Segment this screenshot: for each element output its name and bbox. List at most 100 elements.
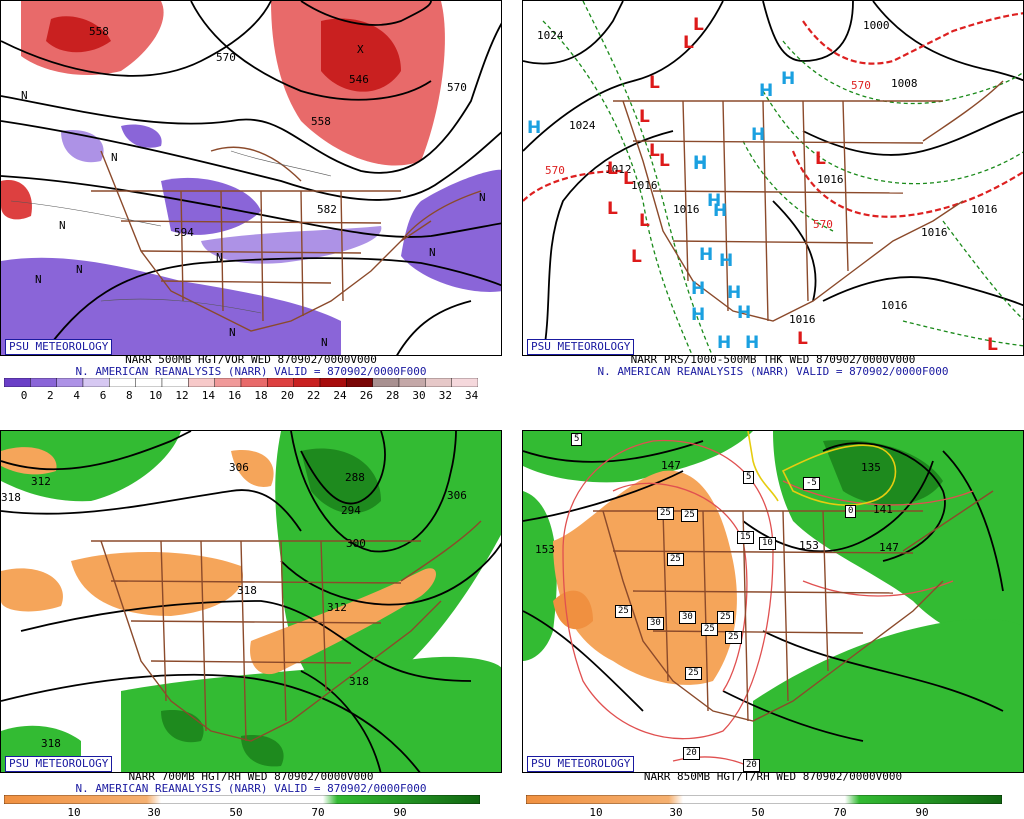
colorbar-swatch [30, 378, 57, 387]
colorbar-tick: 28 [386, 389, 400, 402]
contour-label: 135 [861, 461, 881, 474]
neg-vort-central [161, 177, 261, 235]
high-pressure-marker: H [693, 153, 708, 173]
colorbar-tick: 22 [307, 389, 321, 402]
rh-dry-west [1, 568, 63, 612]
high-pressure-marker: H [693, 154, 708, 174]
colorbar-tick: 20 [280, 389, 294, 402]
colorbar-swatch [82, 378, 110, 387]
colorbar-rh [4, 795, 480, 804]
contour-label: N [35, 273, 42, 286]
colorbar-tick: 6 [99, 389, 107, 402]
contour-label: 1016 [673, 203, 700, 216]
colorbar-swatch [188, 378, 215, 387]
contour-label: 306 [229, 461, 249, 474]
rh-moist-core [301, 448, 381, 514]
colorbar-tick: 50 [229, 806, 243, 819]
temperature-box-label: 25 [681, 509, 698, 522]
low-pressure-marker: L [659, 151, 670, 171]
contour-label: N [429, 246, 436, 259]
map-500mb: 558 546 570 558 570 582 594 N N N N N N N N N N X PSU MET… [0, 0, 502, 356]
contour-label: N [76, 263, 83, 276]
low-pressure-marker: L [797, 329, 808, 349]
colorbar-rh-swatches [4, 795, 480, 804]
rh-moist-core-south2 [241, 735, 284, 767]
colorbar-tick: 34 [465, 389, 479, 402]
map-pressure: 1024 1024 1000 1008 1016 1016 1016 1016 1016 1016… [522, 0, 1024, 356]
colorbar-swatch [240, 378, 268, 387]
rh-dry-band [250, 568, 436, 675]
colorbar-tick: 2 [47, 389, 54, 402]
panel-subtitle: N. AMERICAN REANALYSIS (NARR) VALID = 87… [75, 365, 427, 378]
temperature-box-label: 25 [725, 631, 742, 644]
contour-label: 1024 [537, 29, 564, 42]
neg-vort-coast [121, 124, 162, 148]
contour-label: 147 [661, 459, 681, 472]
colorbar-tick: 12 [175, 389, 189, 402]
panel-title: NARR 500MB HGT/VOR WED 870902/0000V000 [125, 353, 377, 366]
neg-vort-band [201, 226, 382, 264]
colorbar-tick: 50 [751, 806, 765, 819]
rh-moist-core [823, 440, 943, 505]
low-pressure-marker: L [683, 33, 694, 53]
panel-500mb-vorticity: 558 546 570 558 570 582 594 N N N N N N N N N N X PSU MET… [0, 0, 502, 404]
high-pressure-marker: H [727, 283, 742, 303]
high-pressure-marker: H [759, 81, 774, 101]
colorbar-swatch [451, 378, 478, 387]
high-pressure-marker: H [751, 125, 766, 145]
colorbar-tick: 30 [669, 806, 683, 819]
high-pressure-marker: H [691, 279, 706, 299]
contour-label: 153 [799, 539, 819, 552]
contour-label: 1016 [817, 173, 844, 186]
temperature-box-label: 25 [657, 507, 674, 520]
rh-moist-west [523, 491, 557, 661]
colorbar-swatch [109, 378, 136, 387]
temperature-box-label: -5 [803, 477, 820, 490]
neg-vort-east [401, 169, 501, 292]
contour-label: 318 [237, 584, 257, 597]
low-pressure-marker: L [649, 141, 660, 161]
contour-label: 558 [311, 115, 331, 128]
credit-badge: PSU METEOROLOGY [5, 756, 113, 772]
vorticity-edge-west [1, 180, 32, 220]
vorticity-core-northwest [46, 16, 111, 53]
colorbar-tick: 90 [915, 806, 929, 819]
colorbar-tick: 14 [201, 389, 215, 402]
contour-label: 147 [879, 541, 899, 554]
contour-label: N [216, 251, 223, 264]
contour-label: 1016 [881, 299, 908, 312]
contour-label: N [111, 151, 118, 164]
map-850mb: 147 153 153 135 141 147 5 5 25 25 25 15 10 25 30 30 25 25… [522, 430, 1024, 773]
panel-850mb-temp-rh: 147 153 153 135 141 147 5 5 25 25 25 15 10 25 30 30 25 25… [522, 430, 1024, 819]
colorbar-tick: 10 [589, 806, 603, 819]
colorbar-tick: 10 [149, 389, 163, 402]
colorbar-tick: 16 [228, 389, 242, 402]
temperature-box-label: 20 [683, 747, 700, 760]
isobars [523, 1, 1023, 355]
temperature-box-label: 15 [737, 531, 754, 544]
credit-badge: PSU METEOROLOGY [5, 339, 113, 355]
credit-badge: PSU METEOROLOGY [527, 339, 635, 355]
low-pressure-marker: L [631, 247, 642, 267]
vorticity-core-north [321, 18, 401, 92]
temperature-box-label: 25 [717, 611, 734, 624]
low-pressure-marker: L [693, 15, 704, 35]
contour-label: 1016 [971, 203, 998, 216]
thickness-contours [542, 1, 1023, 355]
panel-title: NARR 850MB HGT/T/RH WED 870902/0000V000 [643, 770, 903, 783]
contour-label: 1000 [863, 19, 890, 32]
temperature-box-label: 0 [845, 505, 857, 518]
contour-label: 570 [813, 218, 833, 231]
height-contours [1, 431, 501, 772]
high-pressure-marker: H [707, 191, 722, 211]
high-pressure-marker: H [527, 118, 542, 138]
low-pressure-marker: L [639, 211, 650, 231]
colorbar-tick: 90 [393, 806, 407, 819]
colorbar-tick: 32 [438, 389, 452, 402]
colorbar-swatch [161, 378, 189, 387]
height-contours [523, 440, 1004, 742]
contour-label: 300 [346, 537, 366, 550]
contour-label: 1012 [605, 163, 632, 176]
temperature-box-label: 5 [571, 433, 583, 446]
colorbar-tick: 10 [67, 806, 81, 819]
